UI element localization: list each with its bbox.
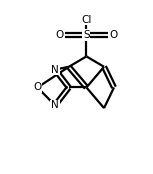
Text: S: S bbox=[83, 30, 90, 40]
Text: N: N bbox=[51, 65, 59, 74]
Text: N: N bbox=[51, 100, 59, 110]
Text: Cl: Cl bbox=[81, 15, 92, 25]
Text: O: O bbox=[33, 82, 42, 92]
Text: O: O bbox=[109, 30, 117, 40]
Text: O: O bbox=[56, 30, 64, 40]
